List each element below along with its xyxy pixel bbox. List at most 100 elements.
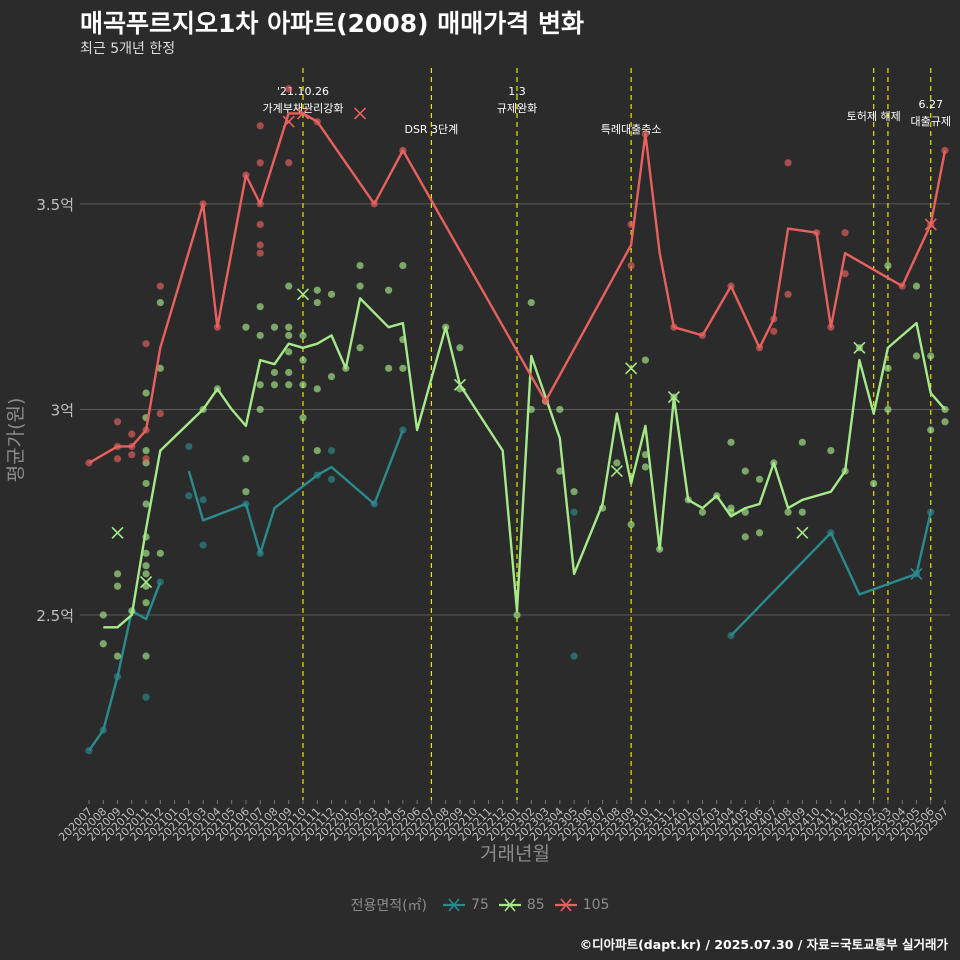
cross-85 <box>853 341 866 354</box>
point-85 <box>270 381 279 389</box>
point-85 <box>456 344 464 352</box>
point-105 <box>256 159 264 167</box>
legend-label: 105 <box>582 897 610 913</box>
point-85 <box>242 488 250 496</box>
point-85 <box>741 533 749 541</box>
point-85 <box>927 426 935 434</box>
point-85 <box>285 368 293 377</box>
legend-swatch-icon <box>443 898 466 912</box>
point-85 <box>99 640 107 648</box>
point-105 <box>156 409 164 418</box>
line-75 <box>730 511 932 637</box>
point-85 <box>884 261 892 270</box>
event-label: 1.3 <box>508 85 526 98</box>
point-85 <box>627 520 635 529</box>
point-85 <box>798 438 806 446</box>
legend-label: 85 <box>526 897 545 913</box>
axis-layer: 2.5억3억3.5억202007202008202009202010202011… <box>36 196 951 844</box>
point-85 <box>256 331 264 340</box>
point-85 <box>327 372 336 381</box>
point-85 <box>912 352 921 360</box>
point-105 <box>256 241 264 249</box>
point-85 <box>356 261 364 270</box>
point-85 <box>285 331 293 340</box>
cross-85 <box>296 288 310 301</box>
point-85 <box>798 508 806 516</box>
cross-105 <box>924 218 937 231</box>
point-105 <box>113 418 122 426</box>
y-tick-label: 3.5억 <box>36 196 74 214</box>
point-85 <box>156 549 164 557</box>
point-105 <box>256 220 264 229</box>
point-85 <box>242 323 250 331</box>
point-85 <box>313 286 321 294</box>
point-85 <box>299 356 307 364</box>
point-105 <box>156 282 164 290</box>
line-75 <box>187 429 405 555</box>
point-85 <box>142 446 150 455</box>
point-85 <box>142 389 150 397</box>
point-85 <box>556 405 564 414</box>
y-axis-title: 평균가(원) <box>5 398 27 483</box>
cross-85 <box>453 378 466 391</box>
event-label: 가계부채관리강화 <box>263 102 344 115</box>
point-105 <box>256 122 264 130</box>
cross-105 <box>282 115 295 128</box>
point-85 <box>356 344 364 352</box>
point-85 <box>912 282 921 290</box>
point-85 <box>641 451 650 459</box>
point-75 <box>185 442 193 451</box>
cross-105 <box>296 107 310 120</box>
point-85 <box>570 488 578 496</box>
cross-85 <box>610 465 623 478</box>
point-85 <box>142 652 150 660</box>
point-105 <box>841 270 849 278</box>
point-85 <box>285 282 293 290</box>
point-105 <box>128 451 136 459</box>
legend-swatch-icon <box>554 898 577 912</box>
event-label: 토허제 해제 <box>847 109 901 123</box>
point-85 <box>313 446 321 455</box>
point-85 <box>399 261 407 270</box>
point-85 <box>256 303 264 311</box>
point-85 <box>142 599 150 607</box>
cross-105 <box>354 107 367 120</box>
cross-75 <box>910 567 923 580</box>
point-85 <box>327 290 336 298</box>
cross-85 <box>625 362 638 375</box>
y-tick-label: 3억 <box>51 401 74 419</box>
line-75 <box>88 581 162 752</box>
legend-item-75: 75 <box>441 897 489 913</box>
cross-85 <box>140 576 153 589</box>
point-105 <box>285 85 293 93</box>
line-105 <box>88 112 947 464</box>
line-85 <box>103 297 946 629</box>
point-85 <box>513 611 521 619</box>
point-85 <box>927 352 935 360</box>
point-105 <box>142 340 150 348</box>
point-105 <box>113 455 122 463</box>
point-85 <box>741 467 749 475</box>
point-85 <box>313 298 321 307</box>
point-85 <box>142 562 150 570</box>
cross-85 <box>796 526 809 539</box>
legend-title: 전용면적(㎡) <box>350 898 428 914</box>
point-85 <box>142 570 150 578</box>
point-85 <box>313 385 321 393</box>
event-label: 특례대출축소 <box>601 123 662 136</box>
legend-item-85: 85 <box>497 897 545 913</box>
point-75 <box>185 492 193 500</box>
point-105 <box>841 229 849 237</box>
point-85 <box>385 364 393 372</box>
point-75 <box>327 475 336 483</box>
point-105 <box>627 261 635 270</box>
point-85 <box>142 479 150 488</box>
point-85 <box>299 381 307 389</box>
point-105 <box>784 159 792 167</box>
chart-subtitle: 최근 5개년 한정 <box>80 41 176 57</box>
point-85 <box>870 479 878 488</box>
point-85 <box>113 652 122 660</box>
point-85 <box>356 282 364 290</box>
x-axis-title: 거래년월 <box>480 843 550 865</box>
